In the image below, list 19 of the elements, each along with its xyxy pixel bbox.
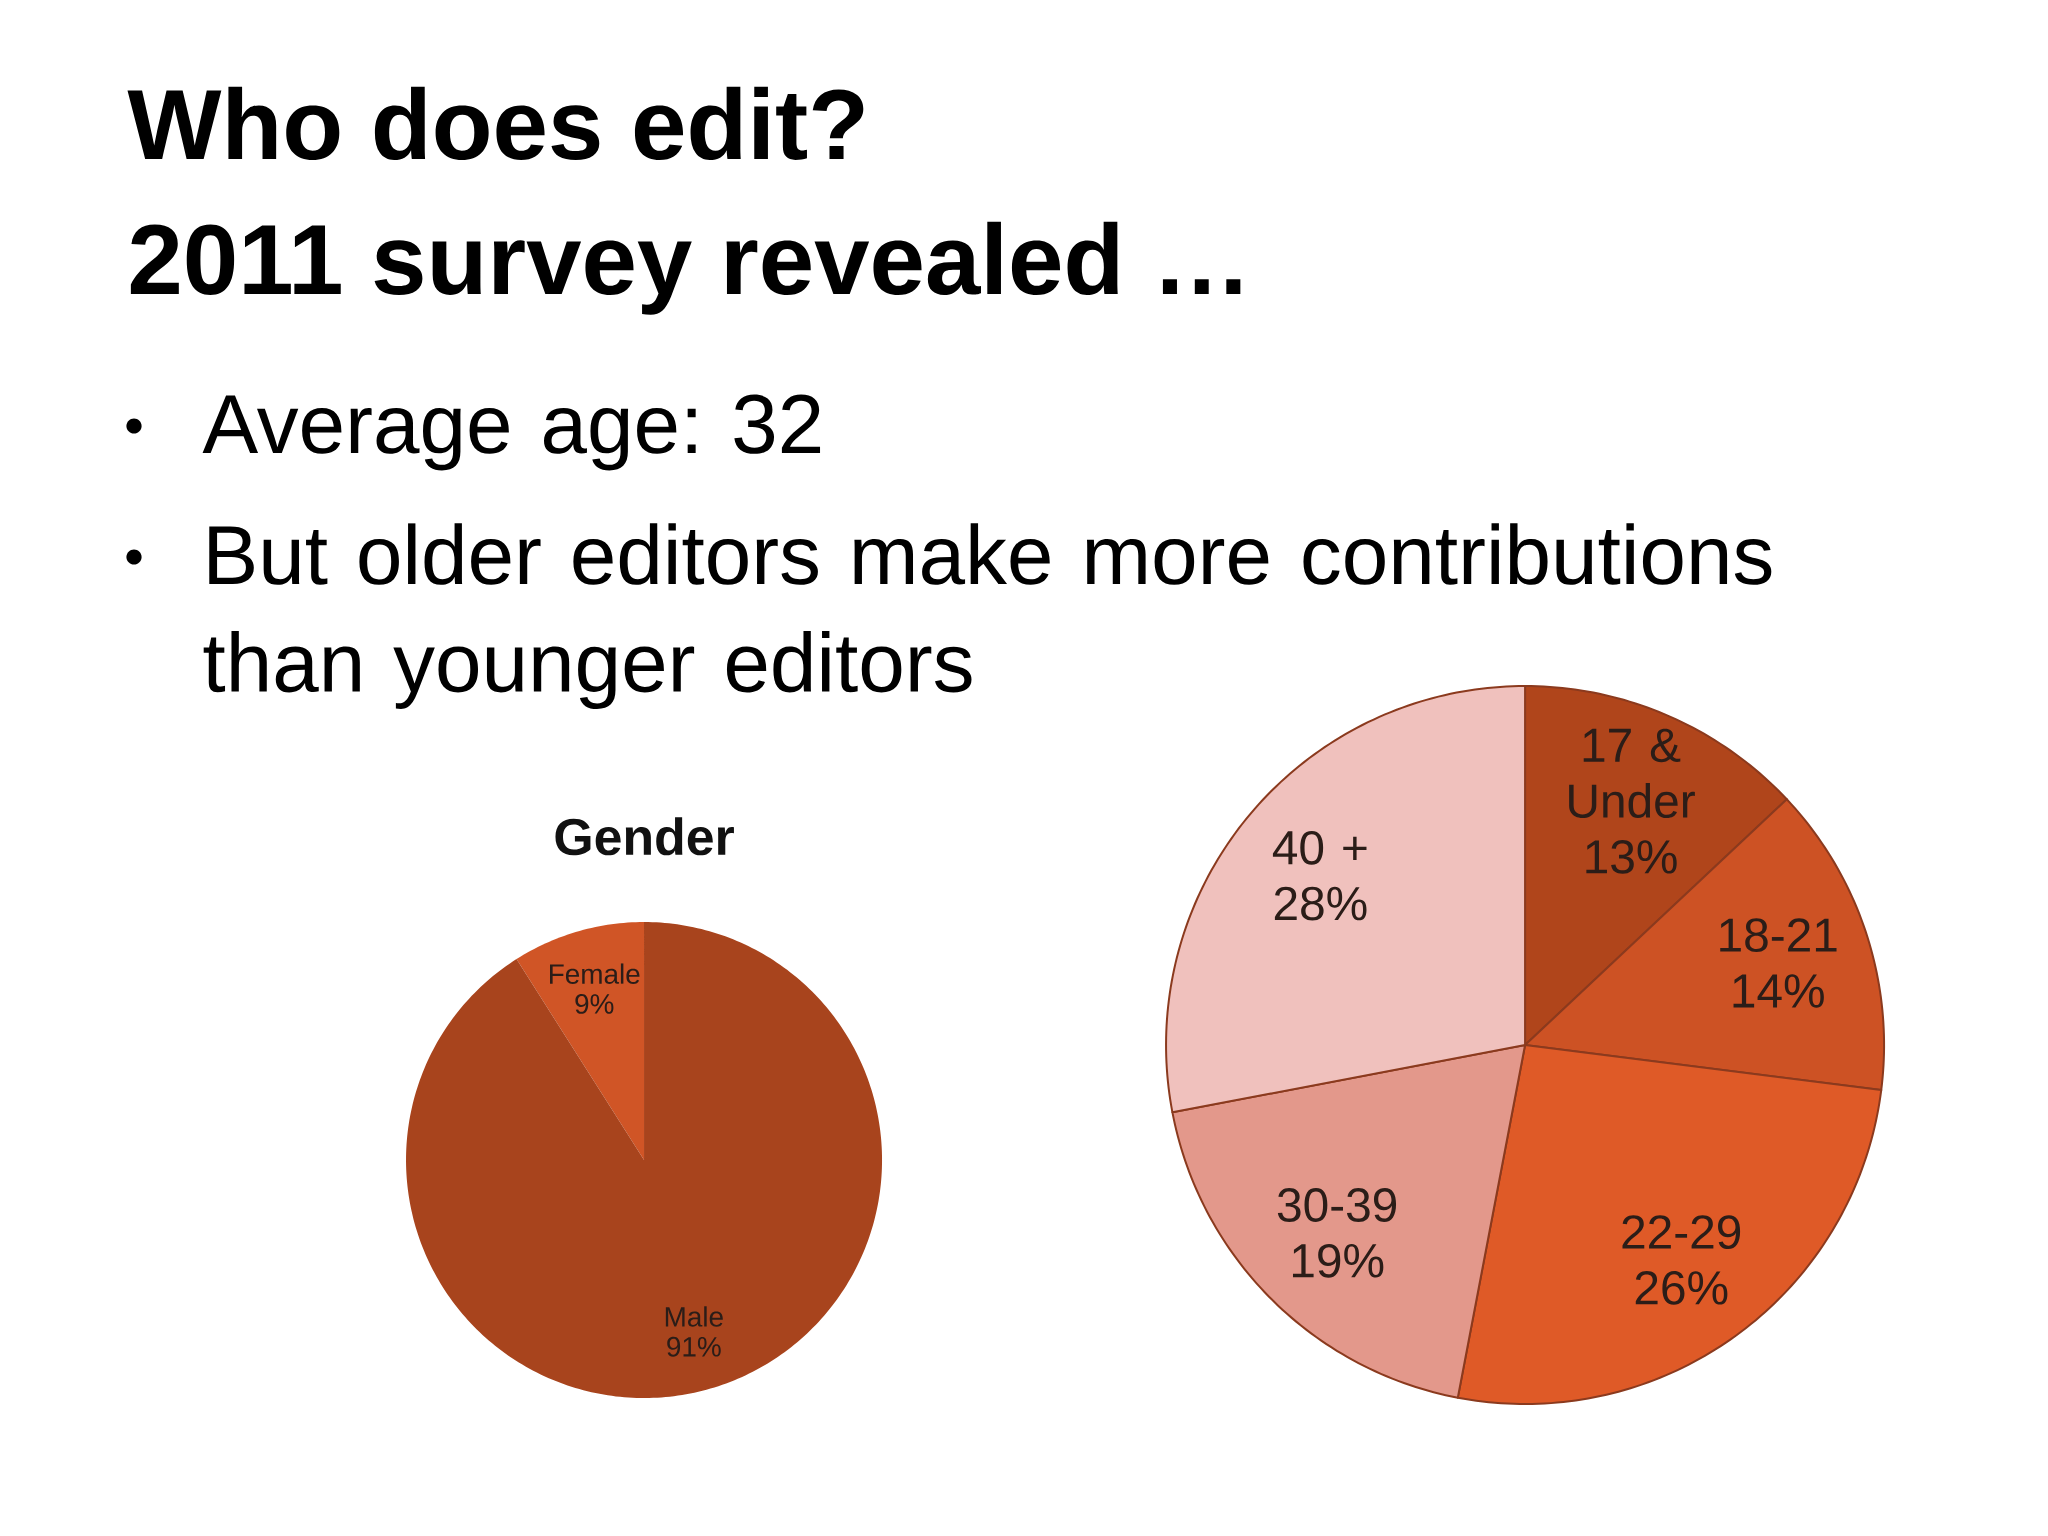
data-label: 13% — [1586, 839, 1677, 874]
slice-label: Male — [665, 1306, 723, 1327]
slice-label: Female — [550, 963, 640, 984]
slice-label: 22-29 — [1622, 1215, 1741, 1250]
text: Who does edit? — [127, 86, 864, 160]
data-label: 14% — [1733, 974, 1824, 1008]
slice-label: 40 + — [1272, 830, 1367, 865]
data-label: 9% — [575, 994, 614, 1014]
data-label: 26% — [1635, 1270, 1728, 1305]
data-label: 91% — [667, 1336, 721, 1357]
data-label: 28% — [1274, 886, 1367, 921]
slice-label: 30-39 — [1277, 1188, 1397, 1222]
text: Average age: 32 — [202, 394, 821, 471]
slice-label: 18-21 — [1720, 918, 1837, 953]
chart-title: Gender — [555, 817, 734, 856]
slice-label: 17 & Under — [1569, 728, 1695, 819]
text: But older editors make more contributions than younger editors — [203, 523, 1772, 709]
data-label: 19% — [1292, 1243, 1384, 1278]
text: 2011 survey revealed … — [130, 221, 1241, 315]
